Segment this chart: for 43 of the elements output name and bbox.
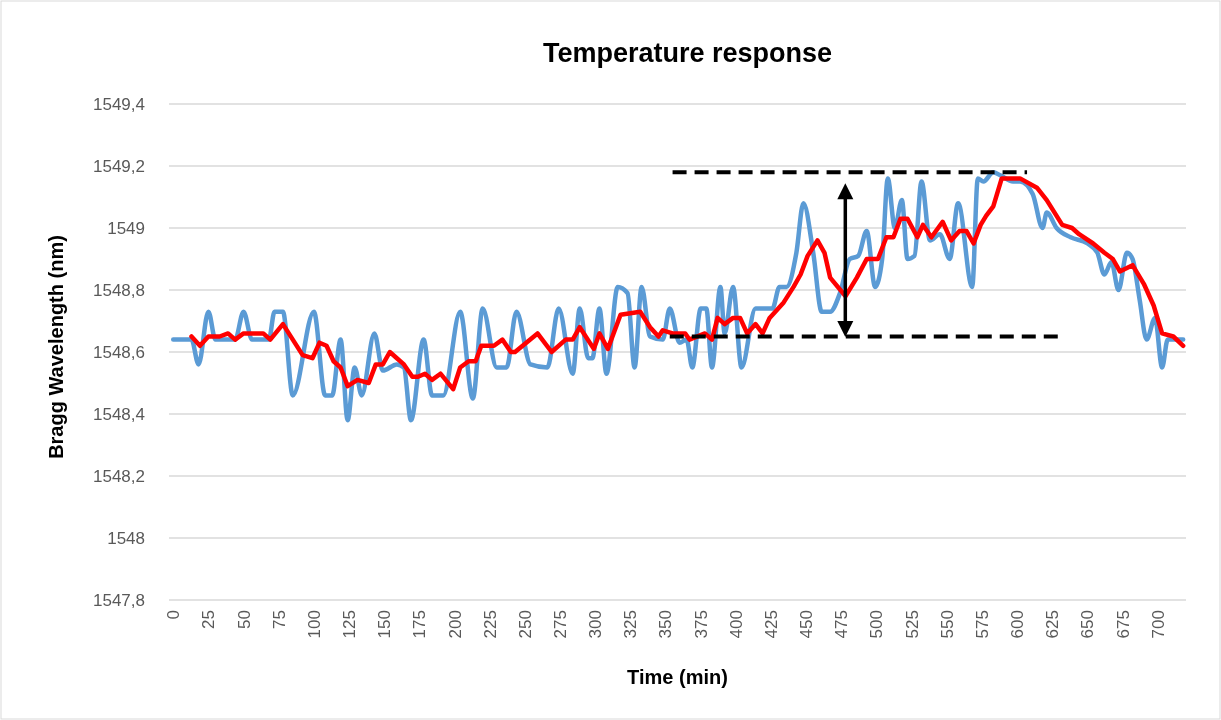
x-tick-label: 475	[832, 610, 852, 639]
x-tick-label: 325	[621, 610, 641, 639]
x-tick-label: 275	[551, 610, 570, 639]
y-tick-label: 1549	[107, 218, 145, 238]
x-tick-label: 650	[1078, 610, 1098, 639]
y-tick-label: 1548	[107, 528, 145, 548]
x-tick-label: 675	[1113, 610, 1133, 639]
y-tick-label: 1547,8	[93, 590, 145, 610]
line-series	[170, 169, 1186, 423]
x-tick-label: 25	[199, 610, 219, 629]
x-tick-label: 600	[1008, 610, 1028, 639]
x-tick-label: 250	[515, 610, 535, 639]
x-tick-label: 400	[726, 610, 746, 639]
y-tick-label: 1548,8	[93, 280, 145, 300]
y-tick-label: 1548,2	[93, 466, 145, 486]
y-tick-label: 1549,4	[93, 94, 145, 114]
x-axis-title: Time (min)	[627, 666, 728, 688]
x-tick-label: 625	[1043, 610, 1063, 639]
x-tick-label: 300	[586, 610, 606, 639]
x-tick-label: 200	[445, 610, 465, 639]
x-tick-label: 450	[797, 610, 817, 639]
x-tick-label: 100	[304, 610, 324, 639]
x-tick-label: 375	[691, 610, 711, 639]
x-tick-label: 125	[340, 610, 359, 639]
x-tick-label: 575	[972, 610, 992, 639]
y-tick-label: 1548,6	[93, 342, 145, 362]
x-tick-label: 350	[656, 610, 676, 639]
x-tick-label: 225	[480, 610, 500, 639]
y-tick-label: 1548,4	[93, 404, 145, 424]
x-tick-label: 525	[902, 610, 922, 639]
y-axis-title: Bragg Wavelength (nm)	[45, 235, 67, 459]
x-tick-label: 175	[410, 610, 430, 639]
chart-title: Temperature response	[542, 38, 833, 68]
x-tick-label: 150	[375, 610, 395, 639]
x-tick-label: 500	[867, 610, 887, 639]
x-tick-label: 50	[234, 610, 254, 629]
line-series	[189, 176, 1186, 392]
x-tick-label: 550	[937, 610, 957, 639]
y-tick-label: 1549,2	[93, 156, 145, 176]
x-tick-label: 0	[164, 610, 184, 620]
x-tick-label: 75	[269, 610, 289, 629]
x-tick-label: 425	[761, 610, 781, 639]
x-tick-label: 700	[1148, 610, 1168, 639]
